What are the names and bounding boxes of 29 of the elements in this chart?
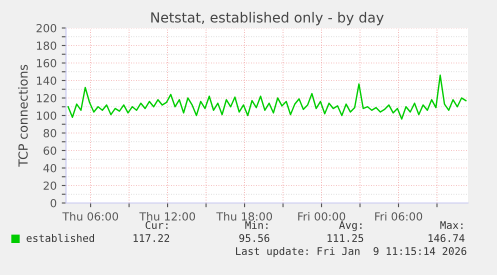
y-tick-label: 100 <box>36 111 56 120</box>
x-tick-label: Thu 06:00 <box>62 212 118 221</box>
x-tick-label: Thu 12:00 <box>139 212 196 221</box>
chart-title: Netstat, established only - by day <box>151 12 384 26</box>
text: 117.22 <box>134 234 170 242</box>
y-tick-label: 40 <box>43 164 56 172</box>
text: 95.56 <box>239 234 270 242</box>
x-tick-label: Thu 18:00 <box>216 212 272 221</box>
text: Max: <box>440 221 462 230</box>
y-tick-label: 140 <box>36 76 56 85</box>
text: 146.74 <box>428 234 465 242</box>
y-tick-label: 180 <box>36 41 56 50</box>
y-axis-title: TCP connections <box>18 64 28 167</box>
y-tick-label: 60 <box>44 146 56 155</box>
y-tick-label: 120 <box>36 94 56 102</box>
text: Cur: <box>146 221 168 230</box>
text: Avg: <box>339 221 362 232</box>
y-tick-label: 20 <box>44 181 56 190</box>
x-tick-label: Fri 00:00 <box>298 212 346 221</box>
y-tick-label: 160 <box>36 58 56 68</box>
y-tick-label: 0 <box>50 198 56 208</box>
y-tick-label: 80 <box>44 128 56 138</box>
text: Last update: Fri Jan 9 11:15:14 2026 <box>236 246 466 258</box>
text: Min: <box>245 220 268 229</box>
legend-label: established <box>26 234 94 242</box>
y-tick-label: 200 <box>36 24 56 32</box>
x-tick-label: Fri 06:00 <box>375 212 422 221</box>
text: 111.25 <box>328 234 364 242</box>
line-series <box>67 74 467 120</box>
